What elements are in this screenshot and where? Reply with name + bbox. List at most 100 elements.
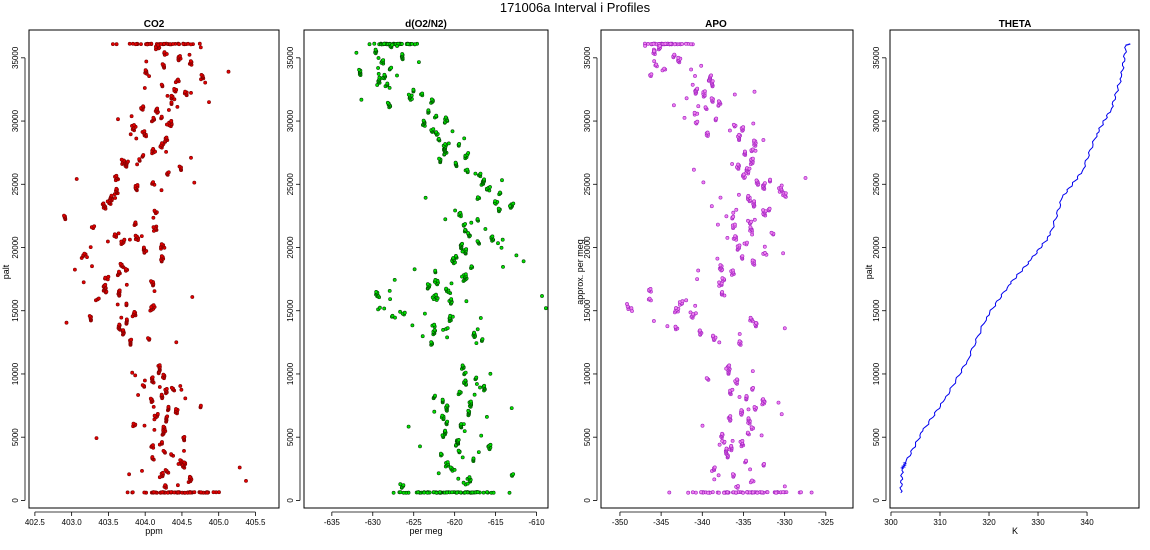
apo-data-point <box>716 473 721 478</box>
apo-y-axis-label: approx. per meg <box>575 239 585 305</box>
o2n2-data-point <box>354 50 359 55</box>
o2n2-data-point <box>469 220 474 225</box>
o2n2-data-point <box>478 385 482 390</box>
co2-data-point <box>151 146 156 151</box>
o2n2-data-point <box>425 282 430 287</box>
co2-data-point <box>144 59 149 64</box>
co2-data-point <box>151 180 156 185</box>
o2n2-data-point <box>387 86 392 90</box>
co2-data-point <box>166 404 171 409</box>
o2n2-x-axis-label: per meg <box>409 526 442 536</box>
co2-y-tick-label: 10000 <box>11 362 20 385</box>
o2n2-data-point <box>367 42 372 47</box>
apo-data-point <box>696 268 701 273</box>
apo-data-point <box>629 306 634 311</box>
o2n2-data-point <box>405 42 410 46</box>
co2-data-point <box>81 280 86 285</box>
apo-data-point <box>673 324 678 329</box>
o2n2-data-point <box>453 253 458 258</box>
theta-x-tick-label: 340 <box>1080 518 1094 527</box>
apo-data-point <box>752 138 756 143</box>
apo-data-point <box>710 490 715 495</box>
o2n2-data-point <box>475 217 480 221</box>
o2n2-data-point <box>445 335 450 340</box>
co2-data-point <box>87 314 92 318</box>
o2n2-data-point <box>411 87 416 92</box>
co2-data-point <box>178 458 183 463</box>
co2-data-point <box>159 242 164 247</box>
theta-x-tick-label: 330 <box>1031 518 1045 527</box>
co2-data-point <box>199 490 203 495</box>
o2n2-y-tick-label: 20000 <box>286 236 295 259</box>
o2n2-data-point <box>377 75 382 80</box>
co2-data-point <box>90 264 94 269</box>
o2n2-data-point <box>458 490 463 495</box>
apo-data-point <box>781 490 786 495</box>
apo-data-point <box>760 490 764 495</box>
apo-data-point <box>779 183 784 188</box>
co2-data-point <box>146 336 150 341</box>
co2-data-point <box>143 68 148 73</box>
co2-data-point <box>88 245 93 250</box>
o2n2-data-point <box>385 81 390 86</box>
co2-data-point <box>183 89 188 94</box>
apo-data-point <box>680 299 685 304</box>
apo-data-point <box>657 43 662 48</box>
o2n2-data-point <box>359 97 364 102</box>
apo-data-point <box>625 302 629 306</box>
apo-data-point <box>680 42 685 46</box>
co2-data-point <box>141 104 146 109</box>
co2-data-point <box>160 141 164 146</box>
co2-data-point <box>159 114 164 119</box>
theta-y-tick-label: 20000 <box>872 236 881 259</box>
co2-data-point <box>174 407 178 411</box>
apo-data-point <box>674 306 678 310</box>
apo-data-point <box>724 366 729 371</box>
co2-data-point <box>192 490 197 495</box>
co2-y-tick-label: 0 <box>11 498 20 503</box>
o2n2-data-point <box>377 305 382 310</box>
co2-data-point <box>127 41 132 46</box>
apo-data-point <box>745 240 749 245</box>
co2-data-point <box>179 387 184 392</box>
co2-data-point <box>103 275 108 280</box>
o2n2-data-point <box>463 370 468 375</box>
co2-data-point <box>203 80 208 85</box>
co2-data-point <box>175 483 180 488</box>
apo-data-point <box>709 204 714 209</box>
o2n2-data-point <box>466 231 471 235</box>
o2n2-x-tick-label: -610 <box>529 518 546 527</box>
apo-data-point <box>781 251 786 256</box>
apo-data-point <box>689 67 694 72</box>
o2n2-data-point <box>499 245 504 250</box>
apo-data-point <box>736 484 740 488</box>
o2n2-plot-frame <box>303 29 549 509</box>
apo-data-point <box>652 49 657 54</box>
apo-y-tick-label: 0 <box>583 498 592 503</box>
apo-data-point <box>643 44 648 48</box>
apo-y-tick-label: 30000 <box>583 109 592 132</box>
apo-data-point <box>730 387 735 392</box>
co2-data-point <box>150 455 155 459</box>
o2n2-data-point <box>460 241 465 246</box>
co2-data-point <box>130 490 135 495</box>
apo-data-point <box>731 210 736 215</box>
o2n2-data-point <box>449 281 454 286</box>
o2n2-data-point <box>426 108 431 113</box>
o2n2-data-point <box>481 490 486 495</box>
apo-data-point <box>704 376 709 381</box>
o2n2-data-point <box>448 313 453 318</box>
o2n2-data-point <box>457 389 462 394</box>
o2n2-data-point <box>389 65 394 70</box>
o2n2-data-point <box>445 490 450 495</box>
o2n2-data-point <box>463 222 468 226</box>
o2n2-data-point <box>406 92 411 97</box>
apo-data-point <box>694 490 698 495</box>
theta-y-tick-label: 15000 <box>872 299 881 322</box>
o2n2-data-point <box>425 490 430 495</box>
o2n2-data-point <box>376 72 381 76</box>
o2n2-data-point <box>462 429 467 434</box>
o2n2-data-point <box>507 490 512 495</box>
co2-data-point <box>150 375 155 380</box>
o2n2-data-point <box>401 490 406 495</box>
